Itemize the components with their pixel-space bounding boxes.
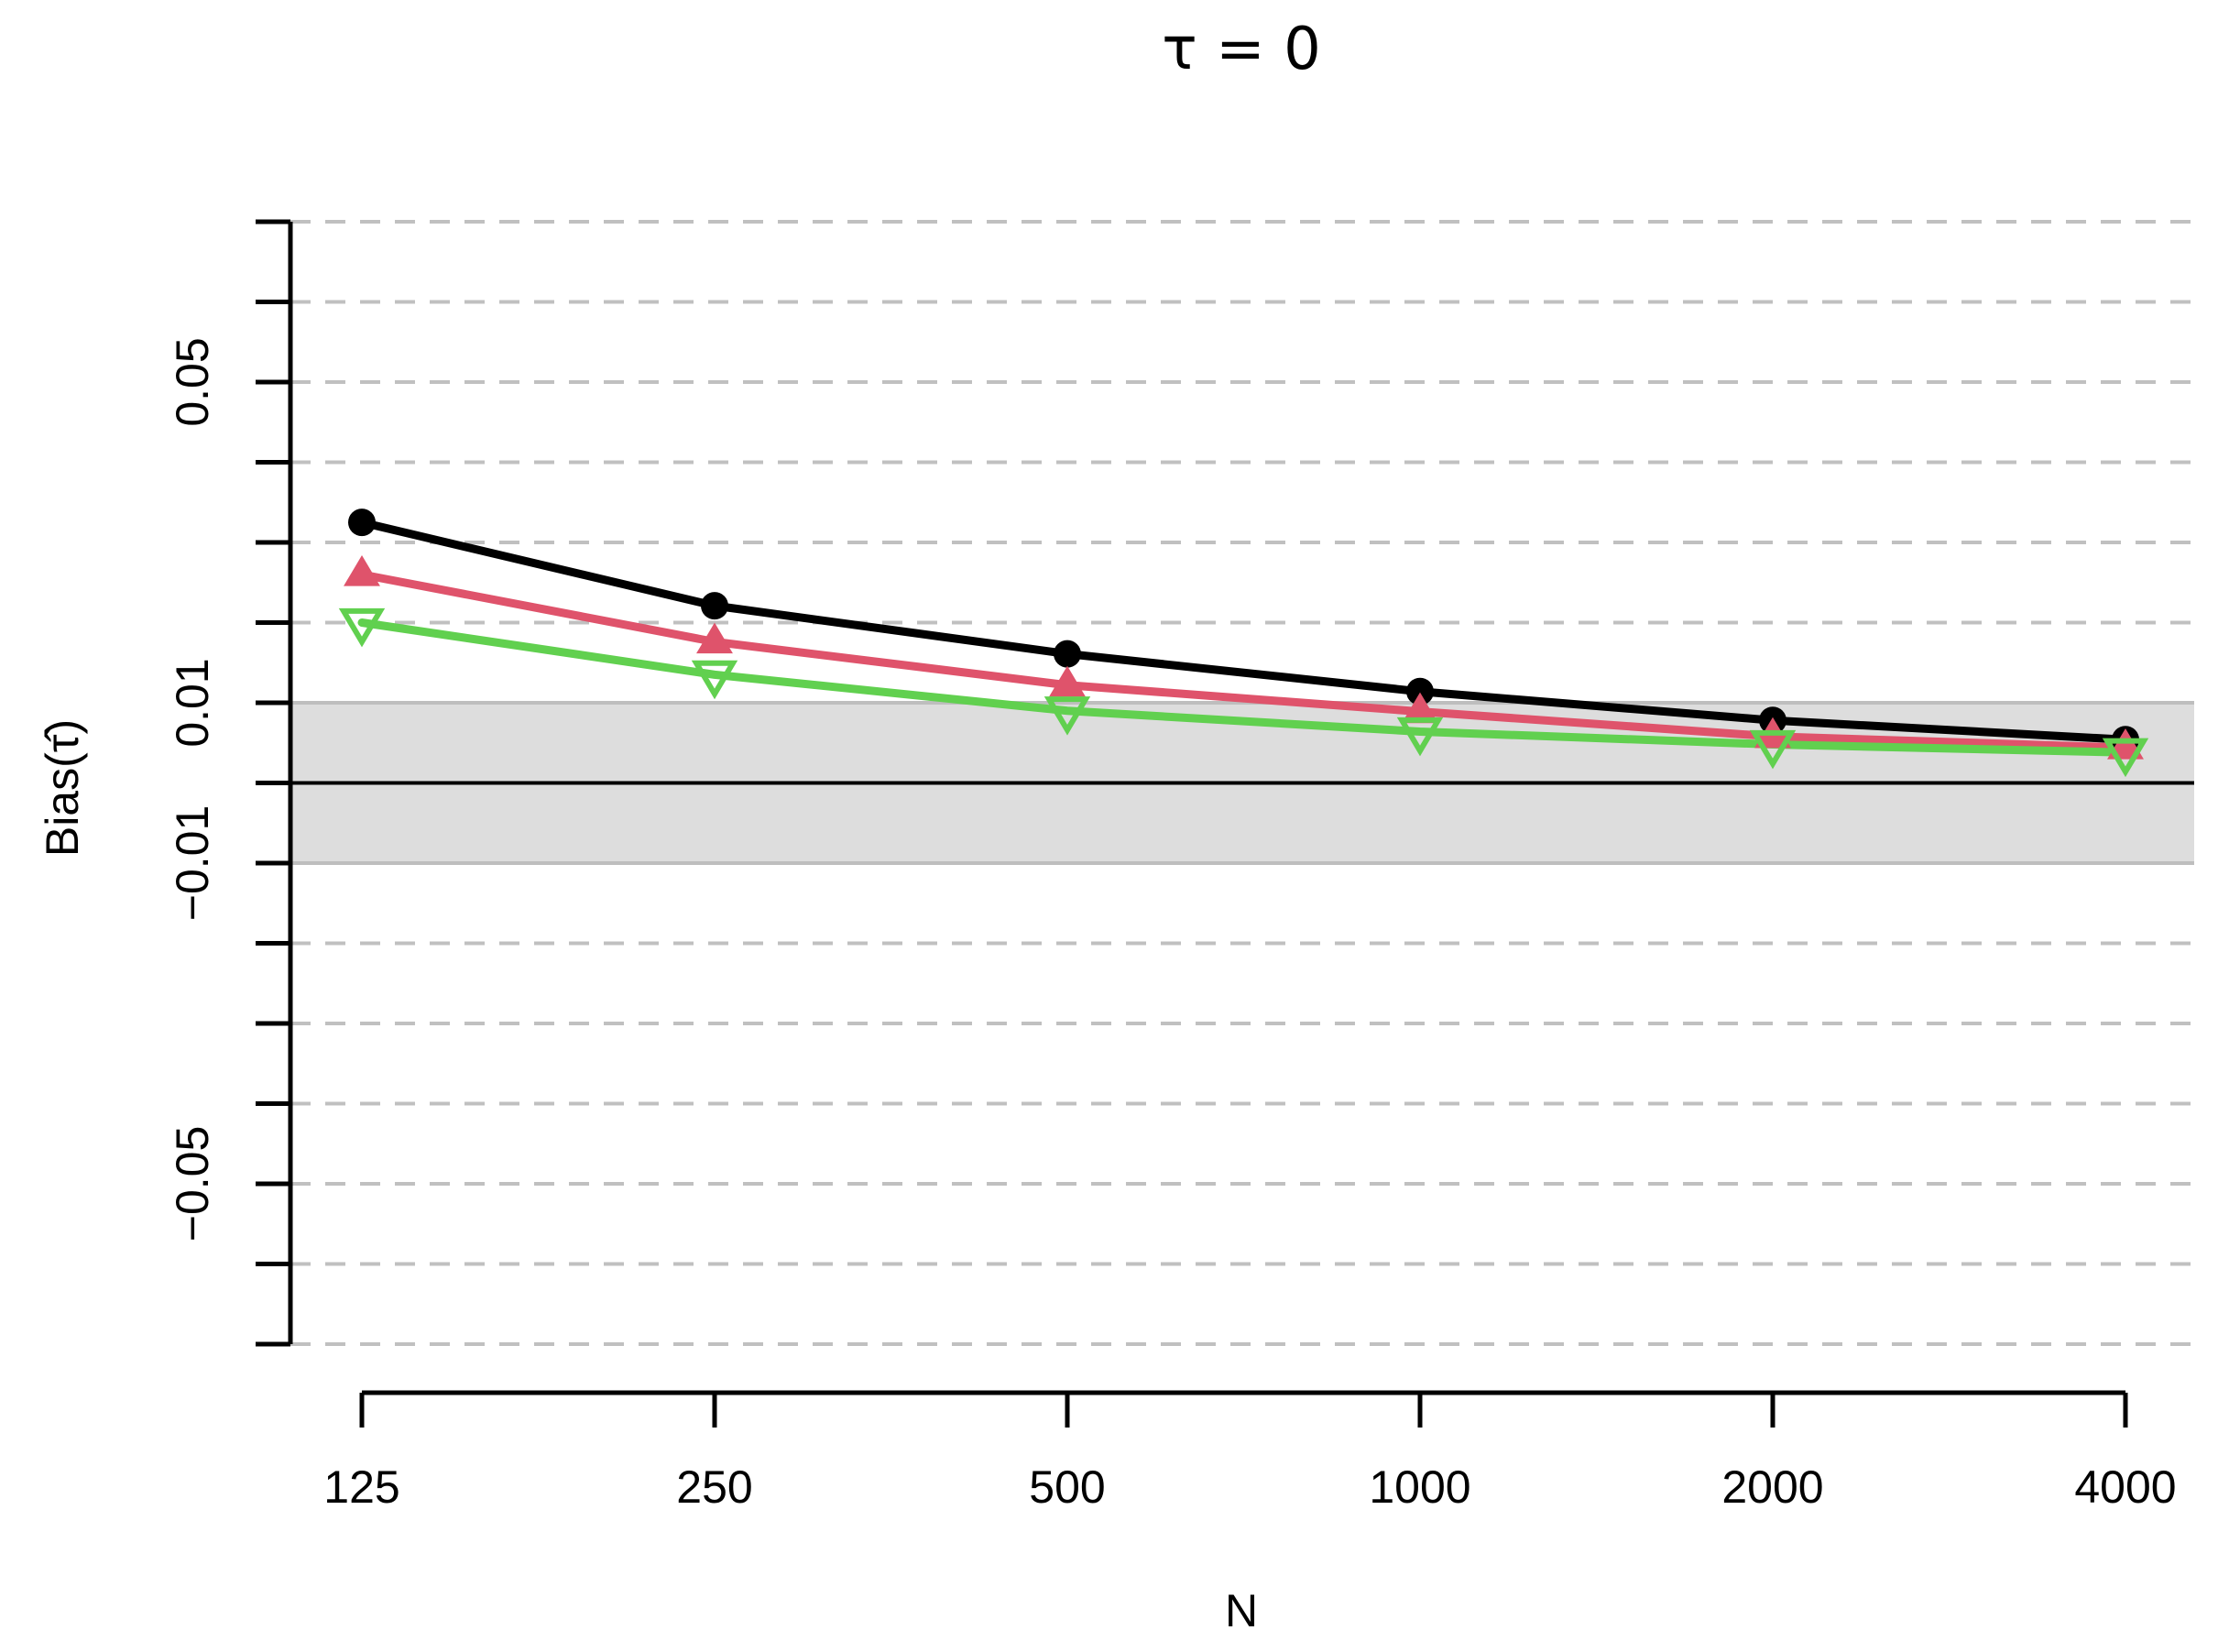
series-line-1	[357, 518, 2130, 744]
x-tick-label: 250	[676, 1461, 752, 1513]
series-2-point	[696, 622, 733, 654]
x-tick-label: 4000	[2074, 1461, 2176, 1513]
series-2-point	[1402, 692, 1438, 724]
series-3-point	[1396, 717, 1444, 757]
x-tick-label: 125	[323, 1461, 399, 1513]
chart-title: τ = 0	[1162, 16, 1321, 83]
y-tick-label: 0.05	[167, 337, 218, 426]
x-tick-label: 2000	[1721, 1461, 1823, 1513]
series-1-point	[1406, 677, 1434, 706]
series-2-point	[1049, 665, 1086, 697]
series-1-point	[1054, 640, 1081, 668]
series-3-point	[338, 607, 386, 648]
y-tick-label: −0.05	[167, 1126, 218, 1242]
series-1-point	[701, 592, 728, 620]
x-tick-label: 500	[1029, 1461, 1105, 1513]
series-3-point	[1043, 696, 1091, 736]
series-line-3	[357, 618, 2130, 757]
y-tick-label: −0.01	[167, 805, 218, 922]
series-2-point	[344, 555, 380, 586]
series-1-point	[348, 509, 376, 537]
y-tick-label: 0.01	[167, 658, 218, 747]
plot-area: 0.05 0.01 −0.01 −0.05 125 250 500 1000 2000 4000	[167, 219, 2194, 1513]
series-3-point	[1749, 729, 1797, 770]
series-line-2	[357, 570, 2130, 752]
x-tick-label: 1000	[1369, 1461, 1470, 1513]
series-3-point	[691, 660, 738, 700]
x-axis-label: N	[1225, 1585, 1258, 1636]
series-3-point	[2102, 738, 2149, 778]
y-axis-label: Bias(τ̂)	[37, 719, 88, 857]
